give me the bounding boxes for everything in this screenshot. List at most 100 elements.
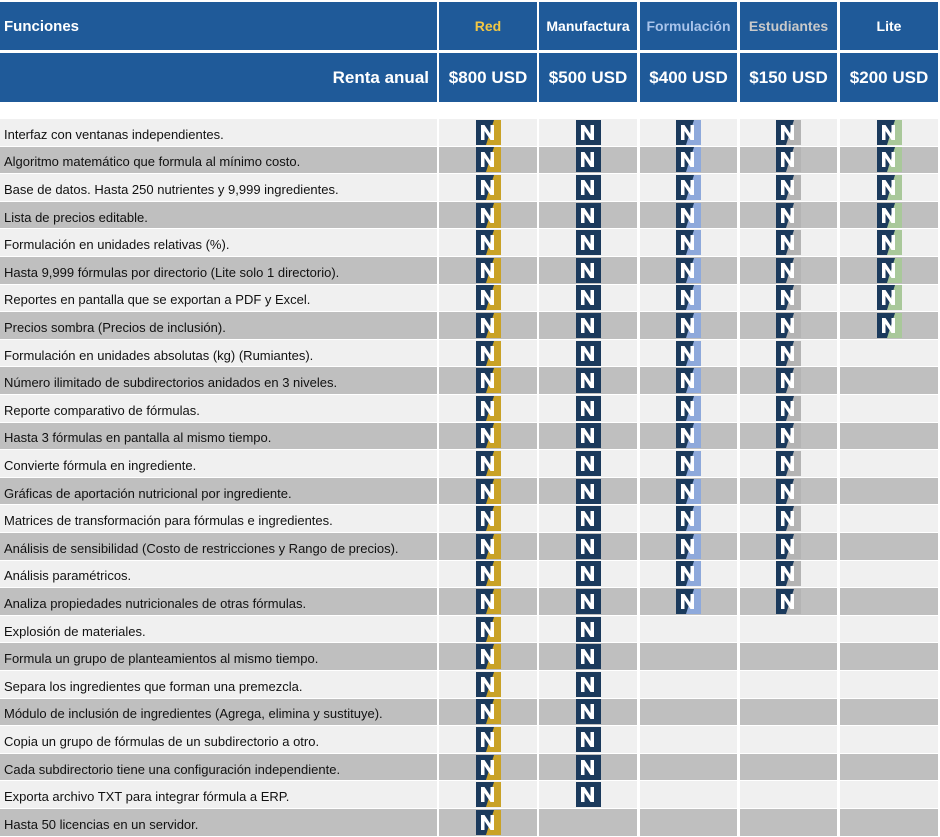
icon-letter [480,373,494,389]
included-cell [439,809,537,836]
plan-icon [776,450,801,476]
icon-letter [480,759,494,775]
icon-letter [480,235,494,251]
included-cell [439,671,537,698]
plan-icon [676,423,701,449]
feature-name: Formulación en unidades relativas (%). [0,229,437,256]
icon-letter [781,455,794,471]
icon-letter [480,621,494,637]
plan-price: $200 USD [840,53,938,102]
included-cell [439,505,537,532]
plan-icon [776,561,801,587]
included-cell [740,367,837,394]
icon-letter [580,787,594,803]
plan-name: Manufactura [539,2,637,50]
plan-icon [575,782,601,808]
plan-icon [876,119,902,145]
icon-letter [681,455,694,471]
icon-letter [881,152,895,168]
included-cell [439,422,537,450]
plan-icon [676,230,701,256]
included-cell [539,312,637,339]
plan-icon [575,423,601,449]
icon-letter [781,152,794,168]
included-cell [640,450,737,477]
plan-icon [876,257,902,283]
icon-letter [580,400,594,416]
feature-name: Analiza propiedades nutricionales de otr… [0,588,437,615]
empty-cell [840,422,938,450]
icon-letter [781,373,794,389]
included-cell [439,201,537,229]
included-cell [539,505,637,532]
plan-icon [475,561,501,587]
included-cell [539,174,637,201]
price-label: Renta anual [0,53,437,102]
icon-letter [681,179,694,195]
plan-icon [575,671,601,697]
included-cell [539,560,637,588]
included-cell [740,505,837,532]
icon-letter [580,152,594,168]
plan-icon [575,312,601,338]
icon-letter [781,566,794,582]
empty-cell [840,753,938,781]
icon-letter [580,759,594,775]
icon-letter [781,235,794,251]
empty-cell [539,809,637,836]
included-cell [439,615,537,643]
plan-icon [475,450,501,476]
plan-icon [475,423,501,449]
plan-price: $150 USD [740,53,837,102]
feature-name: Base de datos. Hasta 250 nutrientes y 9,… [0,174,437,201]
feature-name: Lista de precios editable. [0,201,437,229]
included-cell [439,726,537,753]
plan-icon [676,340,701,366]
plan-icon [475,174,501,200]
icon-letter [580,649,594,665]
feature-name: Convierte fórmula en ingrediente. [0,450,437,477]
plan-icon [475,340,501,366]
plan-icon [475,809,501,835]
plan-icon [475,478,501,504]
feature-name: Análisis de sensibilidad (Costo de restr… [0,533,437,560]
included-cell [539,395,637,422]
included-cell [640,229,737,256]
included-cell [640,201,737,229]
plan-icon [575,340,601,366]
icon-letter [681,124,694,140]
included-cell [640,560,737,588]
plan-icon [475,368,501,394]
empty-cell [640,615,737,643]
icon-letter [480,428,494,444]
included-cell [840,201,938,229]
icon-letter [480,649,494,665]
feature-name: Separa los ingredientes que forman una p… [0,671,437,698]
plan-icon [776,174,801,200]
icon-letter [480,704,494,720]
plan-name: Red [439,2,537,50]
icon-letter [881,262,895,278]
plan-icon [876,285,902,311]
plan-icon [676,119,701,145]
icon-letter [781,124,794,140]
feature-name: Gráficas de aportación nutricional por i… [0,477,437,505]
included-cell [439,560,537,588]
plan-icon [475,726,501,752]
icon-letter [580,317,594,333]
included-cell [640,505,737,532]
icon-letter [681,373,694,389]
empty-cell [640,643,737,670]
plan-icon [575,395,601,421]
included-cell [640,146,737,174]
empty-cell [840,477,938,505]
plan-icon [776,119,801,145]
icon-letter [881,207,895,223]
included-cell [740,395,837,422]
included-cell [539,367,637,394]
included-cell [439,284,537,312]
included-cell [840,312,938,339]
icon-letter [480,345,494,361]
included-cell [539,422,637,450]
plan-icon [475,671,501,697]
